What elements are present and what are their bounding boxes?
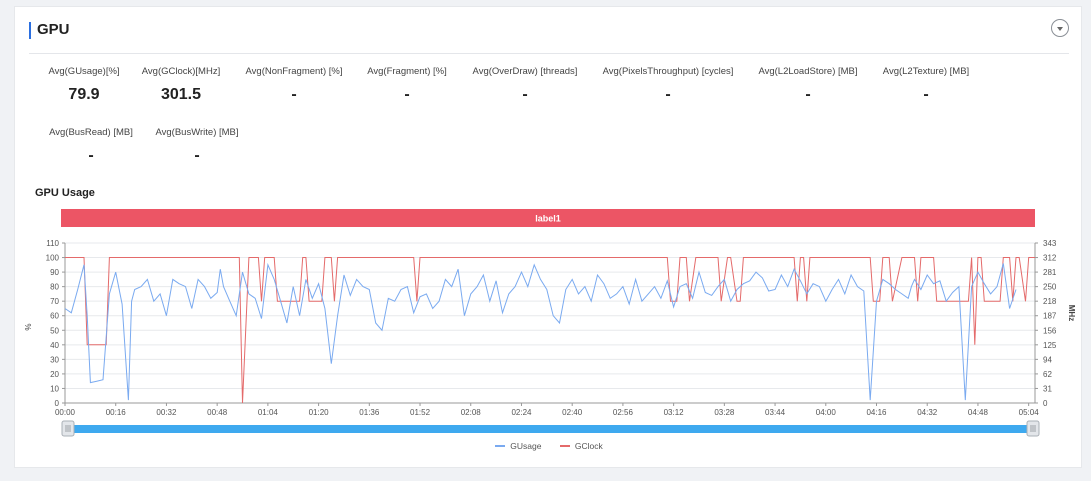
label-band[interactable]: [61, 209, 1035, 227]
x-tick-label: 00:00: [55, 408, 76, 417]
x-tick-label: 01:20: [309, 408, 330, 417]
x-tick-label: 03:44: [765, 408, 786, 417]
y-left-tick-label: 100: [46, 254, 60, 263]
legend-swatch-gusage: [495, 445, 506, 447]
y-left-tick-label: 20: [50, 370, 59, 379]
x-tick-label: 04:16: [866, 408, 887, 417]
metric-value: -: [805, 86, 811, 103]
x-tick-label: 01:04: [258, 408, 279, 417]
metric-metrics_row1-1: Avg(GClock)[MHz] 301.5: [91, 66, 271, 104]
x-tick-label: 03:12: [664, 408, 685, 417]
metric-metrics_row1-7: Avg(L2Texture) [MB] -: [836, 66, 1016, 104]
chart-legend: GUsage GClock: [15, 439, 1083, 451]
metric-label: Avg(BusRead) [MB]: [49, 127, 133, 138]
metric-label: Avg(GClock)[MHz]: [141, 66, 221, 77]
x-tick-label: 02:08: [461, 408, 482, 417]
section-title: GPU: [37, 21, 70, 38]
y-right-tick-label: 94: [1043, 355, 1052, 364]
y-right-tick-label: 31: [1043, 384, 1052, 393]
collapse-button[interactable]: [1051, 19, 1069, 37]
y-left-tick-label: 70: [50, 297, 59, 306]
y-left-tick-label: 10: [50, 384, 59, 393]
legend-item-gusage[interactable]: GUsage: [495, 441, 541, 451]
x-tick-label: 00:48: [207, 408, 228, 417]
x-tick-label: 04:32: [917, 408, 938, 417]
metric-metrics_row2-1: Avg(BusWrite) [MB] -: [107, 127, 287, 165]
y-left-tick-label: 90: [50, 268, 59, 277]
y-left-tick-label: 0: [55, 399, 60, 408]
x-tick-label: 04:48: [968, 408, 989, 417]
x-tick-label: 01:36: [359, 408, 380, 417]
metric-label: Avg(L2LoadStore) [MB]: [758, 66, 858, 77]
y-right-tick-label: 62: [1043, 370, 1052, 379]
metric-value: -: [194, 147, 200, 164]
series-line-gusage: [64, 262, 1017, 401]
metric-label: Avg(L2Texture) [MB]: [882, 66, 970, 77]
y-left-tick-label: 40: [50, 341, 59, 350]
metric-value: 301.5: [160, 86, 202, 103]
metric-value: -: [291, 86, 297, 103]
y-left-tick-label: 80: [50, 283, 59, 292]
legend-label-gusage: GUsage: [510, 441, 542, 451]
metric-value: -: [923, 86, 929, 103]
metric-label: Avg(BusWrite) [MB]: [155, 127, 239, 138]
metric-label: Avg(OverDraw) [threads]: [472, 66, 578, 77]
x-tick-label: 02:40: [562, 408, 583, 417]
metric-metrics_row1-5: Avg(PixelsThroughput) [cycles] -: [578, 66, 758, 104]
y-right-axis-label: MHz: [1067, 305, 1076, 321]
x-tick-label: 01:52: [410, 408, 431, 417]
x-tick-label: 00:32: [156, 408, 177, 417]
metric-metrics_row1-4: Avg(OverDraw) [threads] -: [435, 66, 615, 104]
y-right-tick-label: 250: [1043, 283, 1057, 292]
label-band-text: label1: [535, 214, 561, 224]
y-right-tick-label: 218: [1043, 297, 1057, 306]
y-left-tick-label: 30: [50, 355, 59, 364]
y-right-tick-label: 312: [1043, 254, 1057, 263]
metric-label: Avg(NonFragment) [%]: [245, 66, 343, 77]
y-right-tick-label: 125: [1043, 341, 1057, 350]
metric-value: -: [404, 86, 410, 103]
metric-label: Avg(GUsage)[%]: [48, 66, 120, 77]
legend-item-gclock[interactable]: GClock: [559, 441, 603, 451]
y-left-axis-label: %: [24, 323, 33, 330]
metric-metrics_row1-6: Avg(L2LoadStore) [MB] -: [718, 66, 898, 104]
section-header: GPU: [29, 19, 1069, 54]
x-tick-label: 03:28: [714, 408, 735, 417]
metric-label: Avg(Fragment) [%]: [367, 66, 447, 77]
y-right-tick-label: 156: [1043, 326, 1057, 335]
x-tick-label: 05:04: [1019, 408, 1040, 417]
metric-value: 79.9: [68, 86, 100, 103]
x-tick-label: 02:56: [613, 408, 634, 417]
header-accent-bar: [29, 22, 31, 39]
metric-label: Avg(PixelsThroughput) [cycles]: [602, 66, 734, 77]
x-tick-label: 00:16: [106, 408, 127, 417]
y-right-tick-label: 343: [1043, 239, 1057, 248]
gpu-usage-chart: label1 0 10 20 30 40 50 60 70 80 90 100 110 0 31 62 94 12…: [24, 209, 1076, 437]
zoom-slider-track[interactable]: [69, 425, 1035, 433]
metric-value: -: [88, 147, 94, 164]
y-left-tick-label: 110: [46, 239, 59, 248]
metric-value: -: [522, 86, 528, 103]
metric-metrics_row1-2: Avg(NonFragment) [%] -: [204, 66, 384, 104]
y-right-tick-label: 281: [1043, 268, 1057, 277]
chart-title: GPU Usage: [35, 187, 95, 199]
y-right-tick-label: 187: [1043, 312, 1057, 321]
metric-metrics_row1-0: Avg(GUsage)[%] 79.9: [0, 66, 174, 104]
metric-value: -: [665, 86, 671, 103]
y-left-tick-label: 60: [50, 312, 59, 321]
x-tick-label: 04:00: [816, 408, 837, 417]
metric-metrics_row1-3: Avg(Fragment) [%] -: [317, 66, 497, 104]
x-tick-label: 02:24: [511, 408, 532, 417]
gpu-card: GPU Avg(GUsage)[%] 79.9 Avg(GClock)[MHz] 30…: [14, 6, 1082, 468]
legend-label-gclock: GClock: [574, 441, 603, 451]
legend-swatch-gclock: [559, 445, 570, 447]
chevron-down-icon: [1057, 26, 1063, 31]
metric-metrics_row2-0: Avg(BusRead) [MB] -: [1, 127, 181, 165]
y-left-tick-label: 50: [50, 326, 59, 335]
y-right-tick-label: 0: [1043, 399, 1048, 408]
